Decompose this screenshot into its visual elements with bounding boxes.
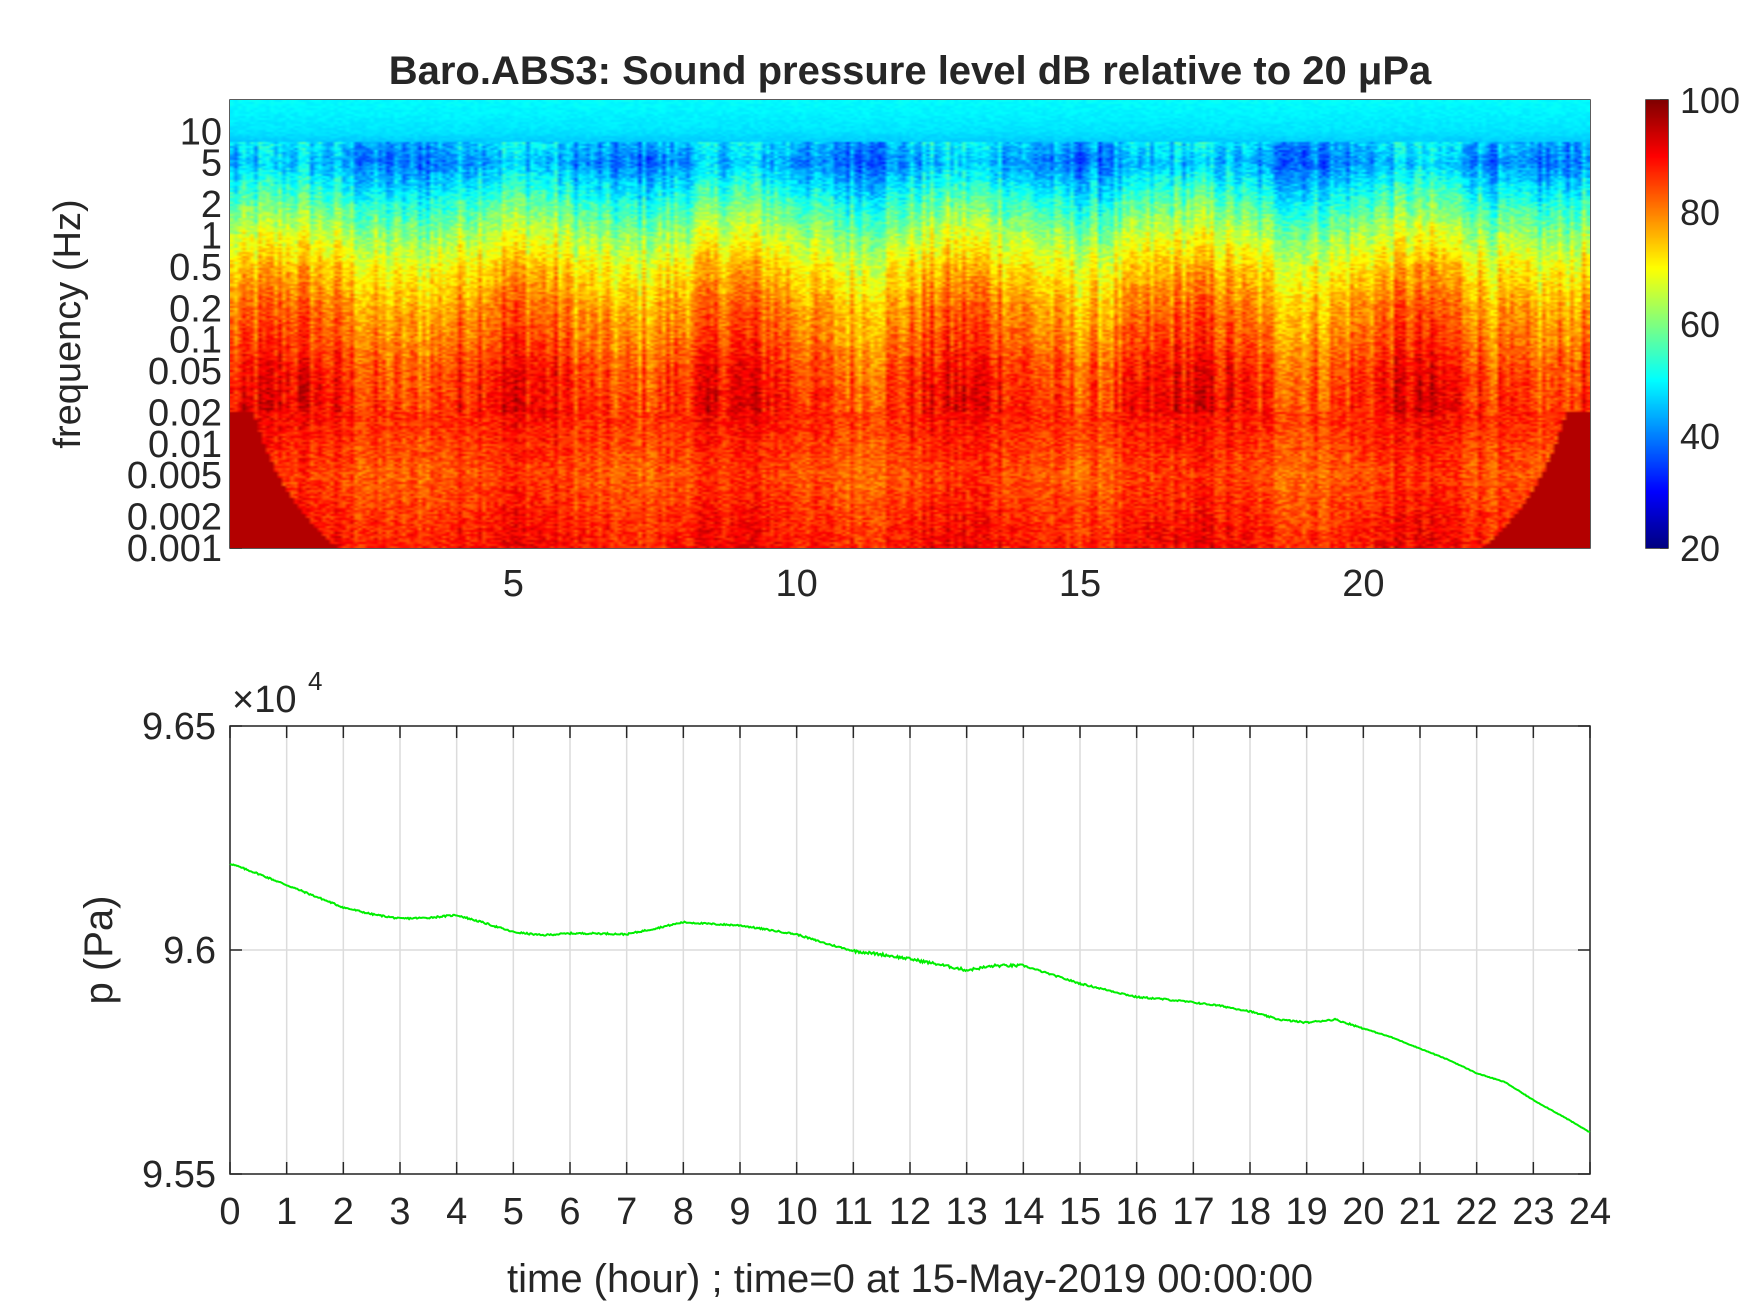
pressure-x-tick-label: 0 (219, 1191, 240, 1233)
pressure-x-tick-label: 23 (1512, 1191, 1554, 1233)
pressure-x-tick-label: 16 (1116, 1191, 1158, 1233)
pressure-x-tick-label: 5 (503, 1191, 524, 1233)
pressure-y-tick-label: 9.6 (163, 930, 216, 972)
pressure-x-tick-label: 14 (1002, 1191, 1044, 1233)
pressure-x-tick-label: 22 (1456, 1191, 1498, 1233)
pressure-x-tick-label: 21 (1399, 1191, 1441, 1233)
colorbar-tick-label: 20 (1680, 528, 1720, 569)
pressure-axes: 0 1 2 3 4 5 6 7 8 9 10 11 12 13 14 15 16 17 18 19 20 21 22 23 24… (77, 666, 1611, 1301)
spectrogram-y-tick-label: 0.005 (127, 455, 222, 497)
pressure-x-tick-label: 2 (333, 1191, 354, 1233)
spectrogram-y-axis-label: frequency (Hz) (47, 199, 89, 448)
pressure-x-tick-label: 10 (776, 1191, 818, 1233)
spectrogram-y-tick-label: 0.05 (148, 351, 222, 393)
pressure-x-tick-label: 8 (673, 1191, 694, 1233)
spectrogram-x-tick-label: 15 (1059, 563, 1101, 605)
pressure-grid (229, 725, 1591, 1175)
y-axis-exponent-base: ×10 (232, 679, 296, 721)
pressure-x-tick-label: 19 (1286, 1191, 1328, 1233)
spectrogram-title: Baro.ABS3: Sound pressure level dB relat… (389, 49, 1432, 93)
spectrogram-y-tick-label: 5 (201, 143, 222, 185)
pressure-x-ticks: 0 1 2 3 4 5 6 7 8 9 10 11 12 13 14 15 16 17 18 19 20 21 22 23 24 (219, 726, 1611, 1233)
spectrogram-y-tick-label: 1 (201, 216, 222, 258)
pressure-x-tick-label: 24 (1569, 1191, 1611, 1233)
pressure-x-tick-label: 18 (1229, 1191, 1271, 1233)
spectrogram-axes: Baro.ABS3: Sound pressure level dB relat… (47, 49, 1591, 605)
pressure-x-tick-label: 7 (616, 1191, 637, 1233)
pressure-x-tick-label: 15 (1059, 1191, 1101, 1233)
pressure-x-tick-label: 20 (1342, 1191, 1384, 1233)
spectrogram-y-tick-label: 10 (180, 111, 222, 153)
pressure-x-tick-label: 11 (834, 1191, 873, 1233)
pressure-x-tick-label: 1 (276, 1191, 297, 1233)
y-axis-exponent: ×10 4 (232, 666, 322, 721)
spectrogram-y-tick-label: 0.5 (169, 247, 222, 289)
spectrogram-x-ticks: 5 10 15 20 (503, 536, 1384, 605)
spectrogram-y-tick-label: 0.01 (148, 424, 222, 466)
spectrogram-x-tick-label: 5 (503, 563, 524, 605)
pressure-x-tick-label: 17 (1172, 1191, 1214, 1233)
spectrogram-x-tick-label: 20 (1342, 563, 1384, 605)
colorbar-tick-label: 100 (1680, 80, 1740, 121)
colorbar-gradient (1646, 100, 1668, 548)
pressure-y-tick-label: 9.65 (142, 706, 216, 748)
pressure-y-ticks: 9.55 9.6 9.65 (142, 706, 1590, 1196)
pressure-x-tick-label: 3 (389, 1191, 410, 1233)
spectrogram-y-tick-label: 0.02 (148, 392, 222, 434)
colorbar-ticks: 20 40 60 80 100 (1660, 80, 1740, 569)
pressure-y-tick-label: 9.55 (142, 1154, 216, 1196)
spectrogram-image (230, 100, 1590, 548)
pressure-x-axis-label: time (hour) ; time=0 at 15-May-2019 00:0… (507, 1257, 1313, 1301)
spectrogram-x-tick-label: 10 (776, 563, 818, 605)
pressure-x-tick-label: 12 (889, 1191, 931, 1233)
colorbar-tick-label: 60 (1680, 304, 1720, 345)
spectrogram-y-tick-label: 0.1 (169, 320, 222, 362)
spectrogram-y-tick-label: 0.001 (127, 528, 222, 570)
y-axis-exponent-power: 4 (308, 666, 322, 696)
colorbar-tick-label: 80 (1680, 192, 1720, 233)
colorbar-tick-label: 40 (1680, 416, 1720, 457)
pressure-series-line (229, 863, 1591, 1133)
pressure-x-tick-label: 4 (446, 1191, 467, 1233)
spectrogram-y-tick-label: 0.2 (169, 288, 222, 330)
pressure-x-tick-label: 6 (559, 1191, 580, 1233)
pressure-x-tick-label: 9 (729, 1191, 750, 1233)
spectrogram-y-ticks: 0.0010.0020.0050.010.020.050.10.20.51251… (127, 111, 242, 570)
spectrogram-y-tick-label: 2 (201, 184, 222, 226)
pressure-x-tick-label: 13 (946, 1191, 988, 1233)
spectrogram-y-tick-label: 0.002 (127, 497, 222, 539)
pressure-y-axis-label: p (Pa) (77, 896, 121, 1005)
